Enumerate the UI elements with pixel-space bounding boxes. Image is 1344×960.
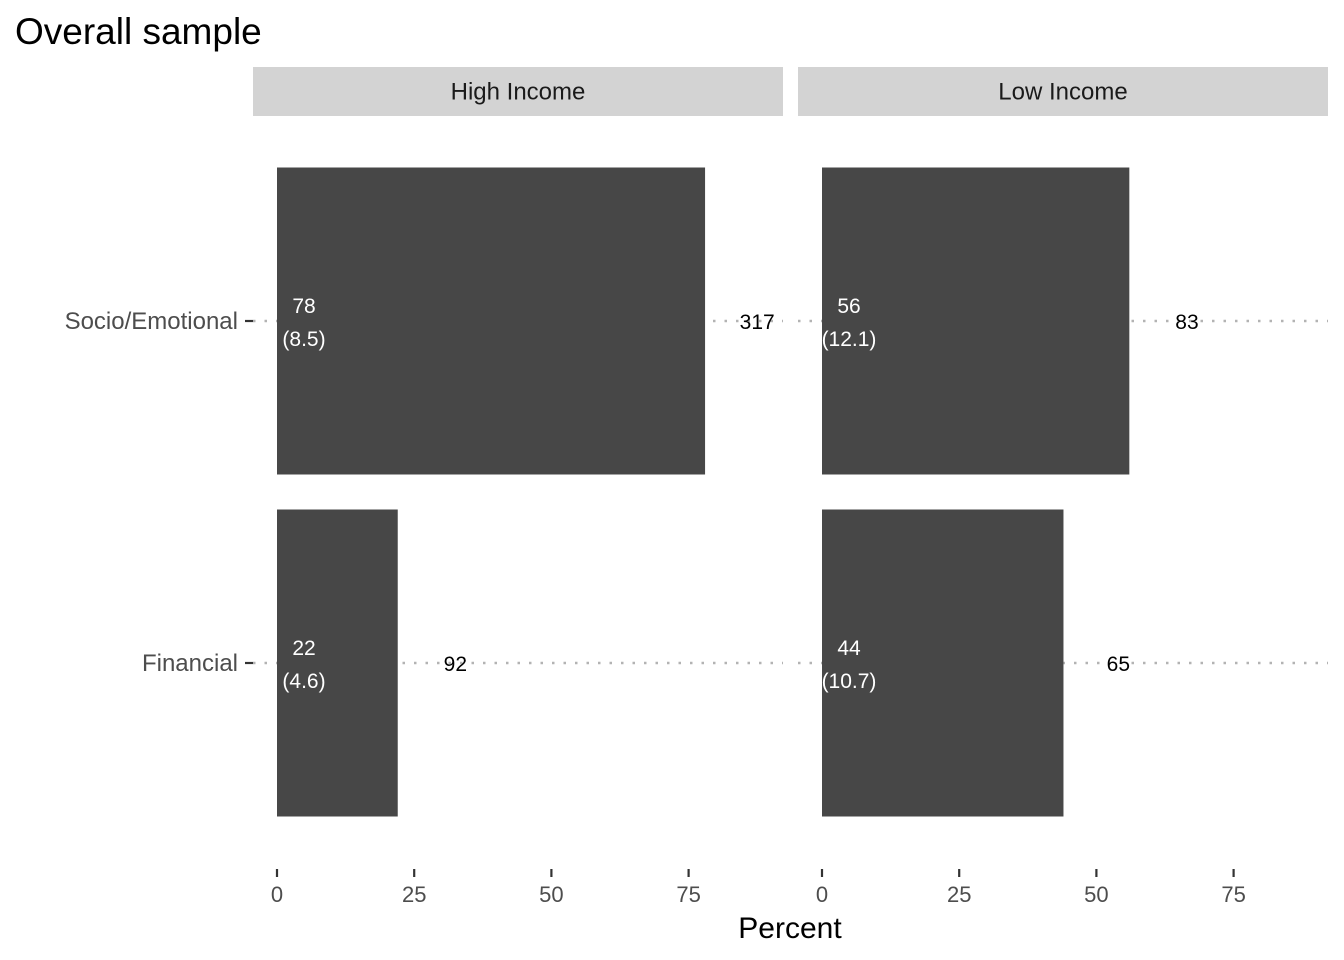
- bar-se-label-low-income-financial: (10.7): [822, 670, 877, 693]
- bar-se-label-high-income-socio-emotional: (8.5): [282, 328, 325, 351]
- count-label-low-income-socio-emotional: 83: [1175, 311, 1198, 334]
- x-tick-label-low-income-75: 75: [1221, 882, 1245, 907]
- x-tick-label-high-income-75: 75: [676, 882, 700, 907]
- x-axis-title: Percent: [738, 912, 842, 945]
- x-tick-label-high-income-0: 0: [271, 882, 283, 907]
- bar-value-label-low-income-socio-emotional: 56: [837, 295, 860, 318]
- strip-low-income: [798, 67, 1328, 116]
- x-tick-label-high-income-50: 50: [539, 882, 563, 907]
- strip-high-income: [253, 67, 783, 116]
- strip-label-low-income: Low Income: [998, 79, 1127, 106]
- bar-low-income-socio-emotional: [822, 167, 1130, 475]
- count-label-high-income-financial: 92: [444, 653, 467, 676]
- panel-high-income: High Income 78 (8.5) 317 22 (4.6) 92 0 25 50 75: [253, 67, 783, 907]
- chart-title: Overall sample: [15, 11, 262, 52]
- count-label-low-income-financial: 65: [1107, 653, 1130, 676]
- x-tick-label-low-income-50: 50: [1084, 882, 1108, 907]
- bar-value-label-low-income-financial: 44: [837, 637, 861, 660]
- y-label-socio-emotional: Socio/Emotional: [65, 308, 238, 335]
- bar-value-label-high-income-socio-emotional: 78: [292, 295, 315, 318]
- bar-se-label-high-income-financial: (4.6): [282, 670, 325, 693]
- panel-low-income: Low Income 56 (12.1) 83 44 (10.7) 65 0 25 50 75: [798, 67, 1328, 907]
- x-tick-label-high-income-25: 25: [402, 882, 426, 907]
- bar-high-income-financial: [277, 509, 398, 817]
- bar-se-label-low-income-socio-emotional: (12.1): [822, 328, 877, 351]
- bar-high-income-socio-emotional: [277, 167, 706, 475]
- bar-value-label-high-income-financial: 22: [292, 637, 315, 660]
- strip-label-high-income: High Income: [451, 79, 586, 106]
- x-tick-label-low-income-25: 25: [947, 882, 971, 907]
- y-label-financial: Financial: [142, 650, 238, 677]
- plot-area: Socio/Emotional Financial High Income 78 (8.…: [65, 67, 1328, 907]
- bar-low-income-financial: [822, 509, 1064, 817]
- x-tick-label-low-income-0: 0: [816, 882, 828, 907]
- count-label-high-income-socio-emotional: 317: [740, 311, 775, 334]
